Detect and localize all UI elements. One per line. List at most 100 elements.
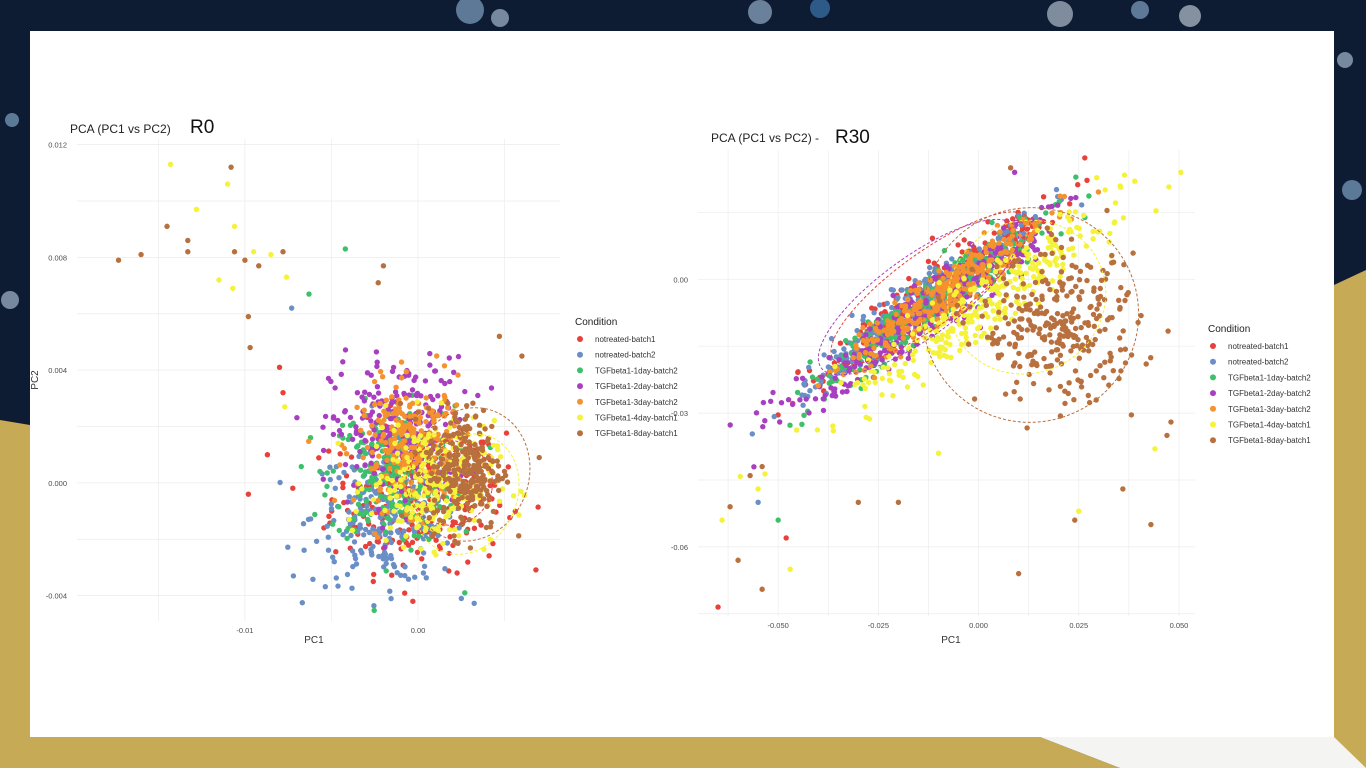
data-point [972, 332, 978, 339]
data-point [330, 431, 337, 438]
legend-label: TGFbeta1-1day-batch2 [595, 366, 678, 375]
legend-swatch [577, 430, 583, 437]
data-point [402, 572, 408, 579]
data-point [373, 349, 380, 355]
data-point [1036, 274, 1043, 281]
data-point [470, 400, 476, 406]
data-point [934, 334, 941, 341]
data-point [829, 392, 835, 399]
data-point [415, 493, 421, 500]
data-point [899, 349, 905, 355]
data-point [446, 355, 452, 361]
outlier-point [1120, 486, 1126, 492]
data-point [903, 319, 909, 325]
data-point [893, 311, 899, 317]
data-point [1025, 255, 1031, 261]
data-point [1047, 332, 1053, 338]
data-point [322, 413, 329, 420]
data-point [1076, 294, 1082, 300]
data-point [1006, 341, 1013, 347]
data-point [1032, 254, 1038, 260]
data-point [991, 242, 997, 248]
outlier-point [288, 305, 295, 311]
data-point [1010, 216, 1016, 222]
data-point [801, 381, 807, 387]
data-point [1060, 313, 1066, 319]
data-point [886, 371, 893, 377]
data-point [1016, 324, 1022, 330]
data-point [452, 539, 458, 546]
data-point [927, 264, 933, 271]
data-point [446, 509, 452, 515]
data-point [481, 496, 487, 502]
data-point [954, 302, 961, 308]
data-point [909, 311, 915, 317]
data-point [943, 339, 949, 346]
data-point [1057, 211, 1063, 218]
data-point [377, 486, 384, 492]
data-point [753, 410, 760, 416]
data-point [856, 332, 862, 338]
data-point [1045, 321, 1052, 327]
data-point [1038, 204, 1045, 211]
data-point [403, 533, 409, 539]
data-point [832, 375, 838, 381]
data-point [430, 526, 436, 532]
data-point [430, 396, 436, 403]
data-point [373, 443, 380, 449]
data-point [920, 382, 926, 388]
data-point [451, 533, 457, 539]
data-point [383, 537, 389, 544]
data-point [435, 437, 441, 443]
data-point [1048, 339, 1055, 345]
data-point [327, 476, 333, 483]
data-point [974, 293, 980, 299]
data-point [1106, 382, 1112, 388]
data-point [1026, 352, 1032, 358]
data-point [831, 348, 837, 355]
legend-item: notreated-batch2 [1210, 358, 1289, 367]
x-tick-label: -0.050 [768, 621, 789, 630]
data-point [826, 380, 832, 386]
data-point [1003, 257, 1009, 263]
data-point [955, 242, 961, 248]
data-point [390, 561, 397, 568]
data-point [997, 316, 1003, 322]
data-point [974, 269, 981, 276]
data-point [396, 427, 402, 433]
data-point [962, 325, 969, 331]
data-point [434, 493, 440, 500]
data-point [364, 503, 370, 509]
data-point [768, 398, 774, 404]
x-tick-label: -0.01 [236, 626, 253, 635]
data-point [446, 568, 452, 574]
data-point [490, 540, 496, 547]
outlier-point [375, 280, 381, 286]
data-point [770, 389, 776, 396]
data-point [320, 447, 327, 454]
data-point [393, 410, 399, 417]
data-point [963, 334, 969, 340]
data-point [898, 354, 904, 360]
outlier-point [245, 313, 252, 320]
data-point [383, 568, 389, 574]
data-point [395, 518, 402, 524]
data-point [354, 390, 361, 396]
data-point [1122, 346, 1129, 352]
outlier-point [735, 557, 741, 563]
y-axis-title: PC2 [30, 370, 41, 390]
outlier-point [283, 274, 290, 280]
legend-label: TGFbeta1-4day-batch1 [595, 414, 678, 423]
data-point [1001, 308, 1007, 314]
outlier-point [231, 249, 238, 255]
data-point [411, 533, 417, 539]
data-point [1026, 237, 1032, 243]
data-point [985, 219, 991, 225]
data-point [959, 330, 965, 337]
ellipse-layer [405, 407, 531, 555]
data-point [1024, 425, 1030, 431]
data-point [799, 392, 805, 398]
outlier-point [755, 499, 761, 505]
data-point [1058, 244, 1065, 251]
data-point [762, 471, 768, 477]
